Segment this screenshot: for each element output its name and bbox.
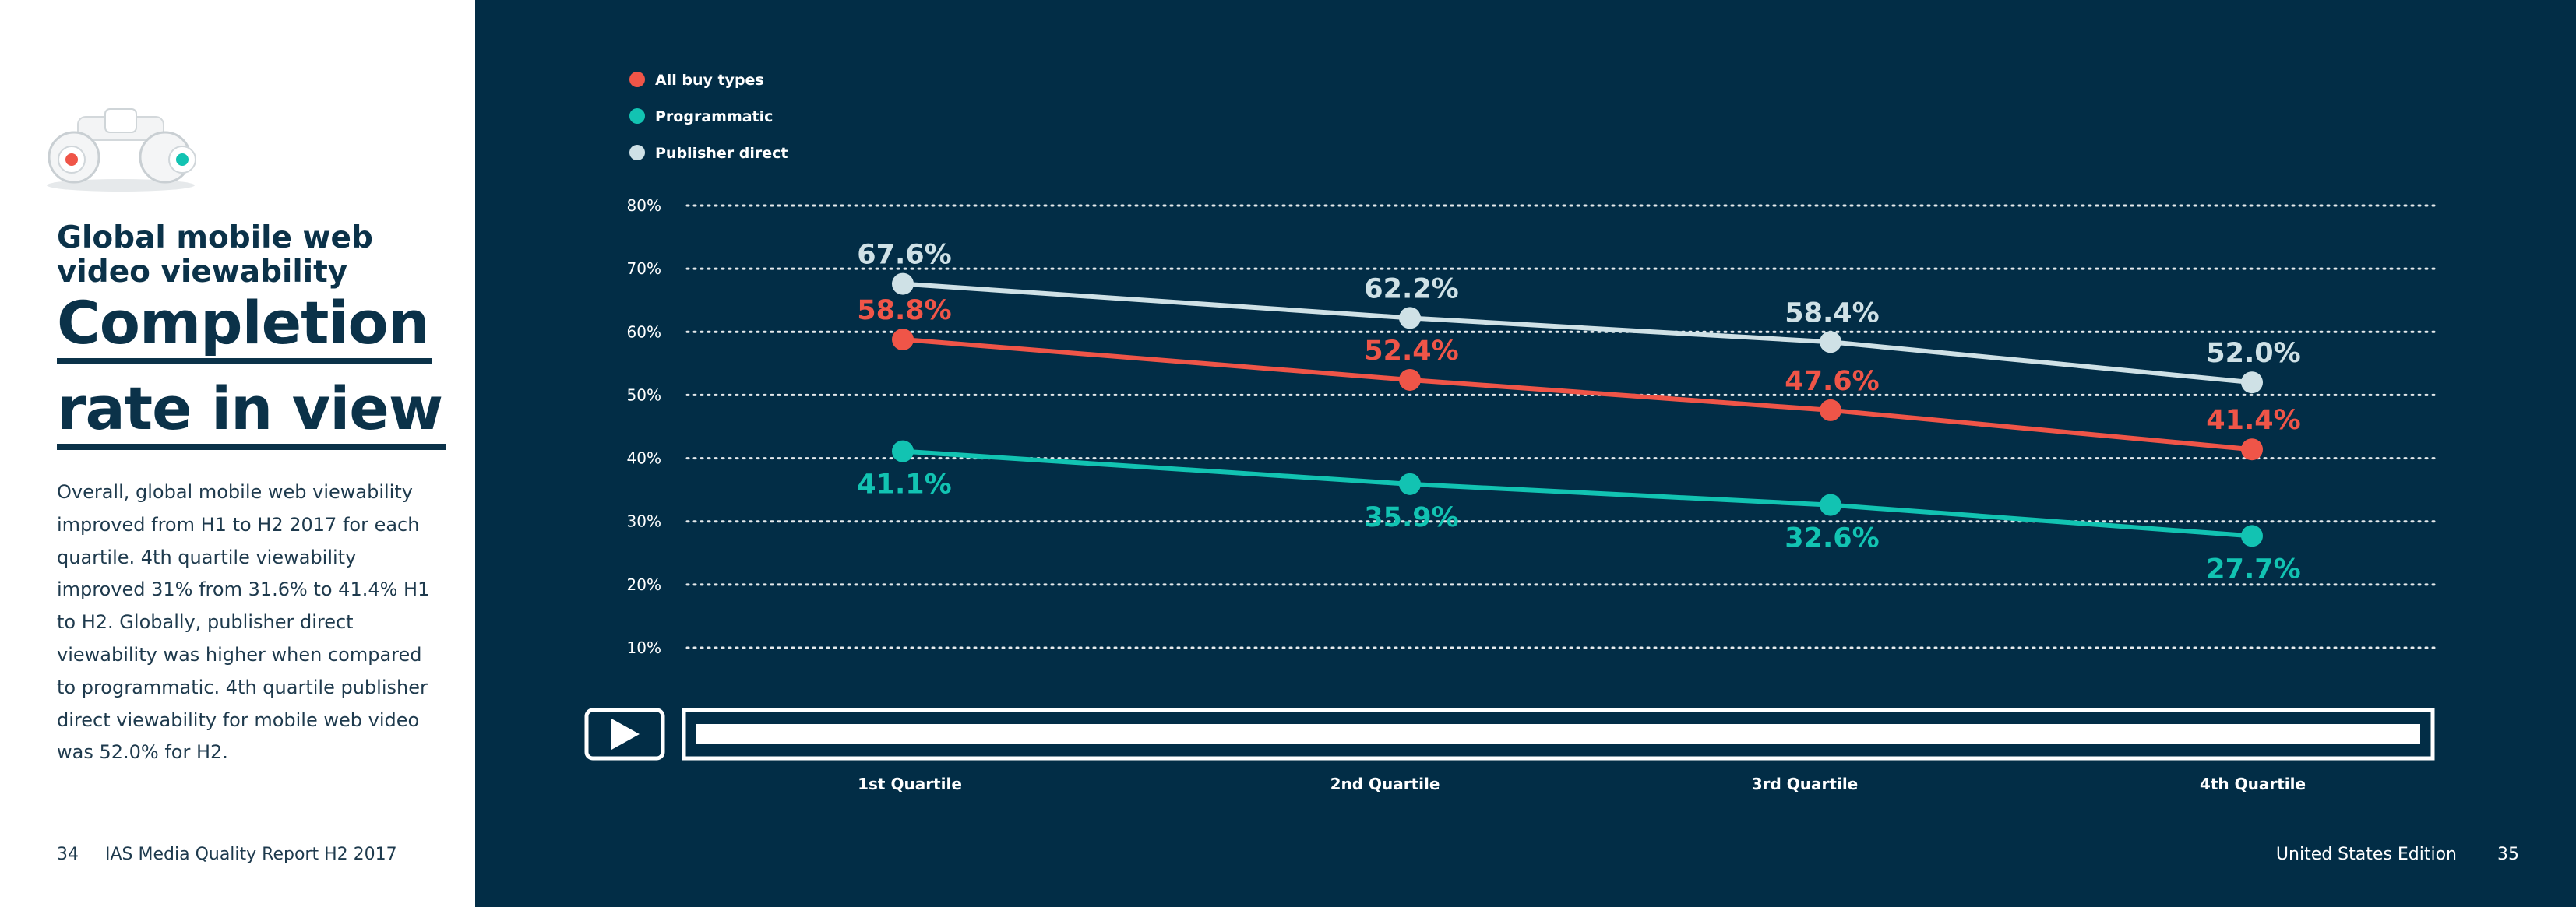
left-panel: Global mobile web video viewability Comp… <box>0 0 475 907</box>
y-tick-label: 60% <box>627 322 661 341</box>
x-tick-label: 3rd Quartile <box>1752 775 1859 793</box>
data-point <box>1820 331 1841 353</box>
y-tick-label: 30% <box>627 512 661 531</box>
data-point <box>1820 399 1841 421</box>
x-tick-label: 2nd Quartile <box>1330 775 1440 793</box>
data-point <box>2241 371 2263 394</box>
data-point <box>892 440 914 462</box>
legend-label: Programmatic <box>655 108 773 125</box>
data-label: 41.4% <box>2206 405 2300 436</box>
page-number-left: 34 <box>57 845 79 864</box>
data-point <box>1399 368 1421 391</box>
data-point <box>2241 438 2263 461</box>
chart-panel: All buy types Programmatic Publisher direc… <box>475 0 2576 907</box>
video-player-bar <box>584 708 2435 761</box>
legend: All buy types Programmatic Publisher direc… <box>629 72 788 162</box>
legend-marker <box>629 72 645 87</box>
data-label: 27.7% <box>2206 554 2300 585</box>
series-points <box>892 272 2263 547</box>
page-title-line-2: rate in view <box>57 374 446 450</box>
series-line <box>902 337 2253 452</box>
data-point <box>892 272 914 295</box>
play-icon <box>611 719 640 750</box>
data-label: 52.0% <box>2206 338 2300 369</box>
data-point <box>1820 494 1841 516</box>
data-point <box>2241 525 2263 547</box>
data-label: 58.8% <box>857 295 951 326</box>
data-point <box>892 329 914 351</box>
data-label: 62.2% <box>1364 273 1458 304</box>
data-labels: 58.8% 52.4% 47.6% 41.4% 41.1% 35.9% 32.6% 27.7%… <box>857 240 2300 585</box>
edition-label: United States Edition <box>2275 845 2457 864</box>
data-label: 41.1% <box>857 469 951 501</box>
data-point <box>1399 473 1421 495</box>
description-paragraph: Overall, global mobile web viewability i… <box>57 481 430 764</box>
page-number-right: 35 <box>2497 845 2519 864</box>
data-label: 35.9% <box>1364 502 1458 533</box>
grid: 80% 70% 60% 50% 40% 30% 20% 10% <box>627 196 2436 657</box>
report-name: IAS Media Quality Report H2 2017 <box>105 845 397 864</box>
progress-fill <box>696 724 2420 744</box>
x-tick-label: 1st Quartile <box>858 775 962 793</box>
legend-marker <box>629 145 645 160</box>
chart-subtitle: Global mobile web video viewability <box>57 220 373 290</box>
legend-label: All buy types <box>655 72 764 89</box>
legend-marker <box>629 108 645 124</box>
data-point <box>1399 307 1421 329</box>
y-tick-label: 80% <box>627 196 661 215</box>
series-lines <box>902 281 2253 539</box>
data-label: 32.6% <box>1785 523 1879 554</box>
data-label: 52.4% <box>1364 336 1458 367</box>
binoculars-icon <box>47 108 196 192</box>
data-label: 58.4% <box>1785 297 1879 329</box>
y-tick-label: 40% <box>627 449 661 468</box>
progress-track[interactable] <box>682 708 2435 761</box>
data-label: 47.6% <box>1785 366 1879 397</box>
y-tick-label: 10% <box>627 638 661 657</box>
category-axis: 1st Quartile 2nd Quartile 3rd Quartile 4th … <box>858 775 2306 793</box>
y-tick-label: 50% <box>627 385 661 404</box>
x-tick-label: 4th Quartile <box>2200 775 2306 793</box>
series-line <box>902 448 2253 539</box>
series-line <box>902 281 2253 385</box>
legend-label: Publisher direct <box>655 145 788 162</box>
y-tick-label: 70% <box>627 259 661 278</box>
data-label: 67.6% <box>857 240 951 271</box>
play-button[interactable] <box>584 708 665 761</box>
page-title-line-1: Completion <box>57 288 432 364</box>
line-chart: All buy types Programmatic Publisher direc… <box>584 72 2436 793</box>
y-tick-label: 20% <box>627 575 661 594</box>
